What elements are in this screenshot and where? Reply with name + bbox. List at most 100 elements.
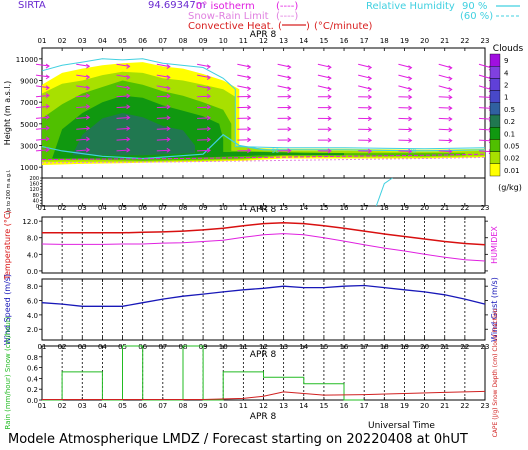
wind-arrow-head — [247, 104, 252, 110]
prec-hour-label: 11 — [239, 402, 248, 410]
wind-arrow-head — [367, 75, 373, 81]
prec-hour-label: 08 — [178, 402, 187, 410]
prec-date-label: APR 8 — [250, 350, 277, 360]
wind-arrow-head — [126, 125, 131, 131]
prec-hour-label: 12 — [259, 343, 268, 351]
cloud-hour-label: 03 — [78, 37, 87, 45]
colorbar-swatch — [489, 163, 501, 177]
wind-arrow-shaft — [116, 138, 130, 141]
colorbar-tick-label: 4 — [504, 69, 509, 77]
cloud-ytick-label: 9000 — [20, 78, 38, 86]
temp-ytick-label: 0.0 — [27, 268, 38, 276]
wind-arrow-shaft — [156, 85, 170, 89]
cloud-ytick-label: 11000 — [16, 56, 38, 64]
prec-ytick-label: 0.8 — [27, 354, 38, 362]
temp-hour-label: 03 — [78, 204, 87, 212]
cloud-hour-label: 16 — [340, 37, 349, 45]
colorbar-title: Clouds — [493, 44, 524, 54]
wind-arrow-shaft — [116, 85, 130, 89]
prec-hour-label: 09 — [199, 402, 208, 410]
cloud-hour-label: 23 — [481, 37, 490, 45]
temp-hour-label: 17 — [360, 204, 369, 212]
temp-hour-label: 13 — [279, 204, 288, 212]
legend-rh: Relative Humidity — [366, 1, 455, 12]
wind-arrow-shaft — [438, 117, 452, 120]
wind-arrow-head — [85, 136, 91, 142]
prec-hour-label: 07 — [158, 343, 167, 351]
cloud-hour-label: 22 — [460, 37, 469, 45]
wind-arrow-shaft — [76, 95, 90, 98]
wind-arrow-shaft — [35, 127, 50, 130]
wind-arrow-head — [327, 148, 332, 154]
wind-arrow-head — [367, 65, 373, 70]
wind-arrow-head — [166, 137, 171, 142]
wind-arrow-head — [206, 104, 211, 110]
prec-hour-label: 03 — [78, 402, 87, 410]
wind-arrow-head — [126, 147, 131, 153]
wind-arrow-head — [166, 115, 171, 121]
wind-arrow-head — [45, 103, 50, 109]
temp-hour-label: 12 — [259, 204, 268, 212]
cloud-date-label: APR 8 — [250, 30, 277, 40]
colorbar-tick-label: 9 — [504, 57, 508, 65]
temp-hour-label: 10 — [219, 204, 228, 212]
colorbar-swatch — [489, 90, 501, 103]
wind-arrow-head — [166, 85, 171, 91]
prec-hour-label: 16 — [340, 402, 349, 410]
wind-arrow-head — [45, 114, 50, 120]
prec-hour-label: 11 — [239, 343, 248, 351]
wind-arrow-head — [367, 94, 373, 100]
wind-arrow-head — [367, 127, 373, 132]
prec-ytick-label: 0.6 — [27, 365, 39, 373]
legend-convective-close: ) — [306, 21, 310, 32]
wind-arrow-head — [247, 86, 252, 92]
wind-arrow-head — [448, 149, 453, 154]
wind-arrow-head — [287, 137, 292, 143]
rain-step-line — [42, 345, 365, 401]
temp-ytick-label: 8.0 — [27, 235, 38, 243]
wind-arrow-head — [206, 126, 211, 132]
temp-hour-label: 19 — [400, 204, 409, 212]
temp-hour-label: 08 — [178, 204, 187, 212]
wind-arrow-head — [408, 138, 413, 143]
wind-arrow-shaft — [438, 63, 452, 69]
temp-hour-label: 23 — [481, 204, 490, 212]
cloud-hour-label: 18 — [380, 37, 389, 45]
wind-arrow-shaft — [438, 139, 452, 142]
wind-arrow-shaft — [35, 63, 50, 67]
wind-arrow-head — [367, 105, 373, 111]
prec-hour-label: 23 — [481, 402, 490, 410]
wind-arrow-head — [45, 125, 50, 131]
legend-snow-rain-sym: (----) — [276, 11, 298, 22]
wind-arrow-shaft — [35, 95, 50, 98]
wind-arrow-shaft — [156, 63, 170, 68]
colorbar-swatch — [489, 126, 501, 140]
wind-arrow-shaft — [196, 63, 211, 68]
cloud-ytick-label: 7000 — [20, 99, 38, 107]
temp-hour-label: 18 — [380, 204, 389, 212]
prec-hour-label: 22 — [460, 402, 469, 410]
prec-hour-label: 14 — [299, 402, 308, 410]
wind-arrow-shaft — [277, 74, 291, 79]
wind-arrow-shaft — [116, 74, 130, 78]
wind-arrow-head — [327, 94, 332, 100]
colorbar-tick-label: 0.2 — [504, 118, 515, 126]
wind-arrow-shaft — [76, 106, 90, 109]
colorbar-swatch — [489, 53, 501, 67]
rh-contour-label: 90 — [272, 148, 280, 155]
wind-arrow-head — [45, 63, 50, 69]
prec-hour-label: 22 — [460, 343, 469, 351]
prec-hour-label: 20 — [420, 402, 429, 410]
low-layer-ytick-label: 160 — [29, 182, 39, 188]
prec-hour-label: 13 — [279, 343, 288, 351]
wind-ytick-label: 4.0 — [27, 312, 38, 320]
prec-hour-label: 04 — [98, 402, 107, 410]
colorbar-swatch — [489, 102, 501, 116]
wind-arrow-shaft — [196, 85, 211, 89]
snow-rain-line — [41, 156, 486, 164]
low-layer-ytick-label: 200 — [29, 176, 39, 182]
prec-hour-label: 12 — [259, 402, 268, 410]
wind-arrow-shaft — [237, 63, 251, 68]
cloud-hour-label: 09 — [199, 37, 208, 45]
wind-arrow-head — [367, 86, 373, 92]
